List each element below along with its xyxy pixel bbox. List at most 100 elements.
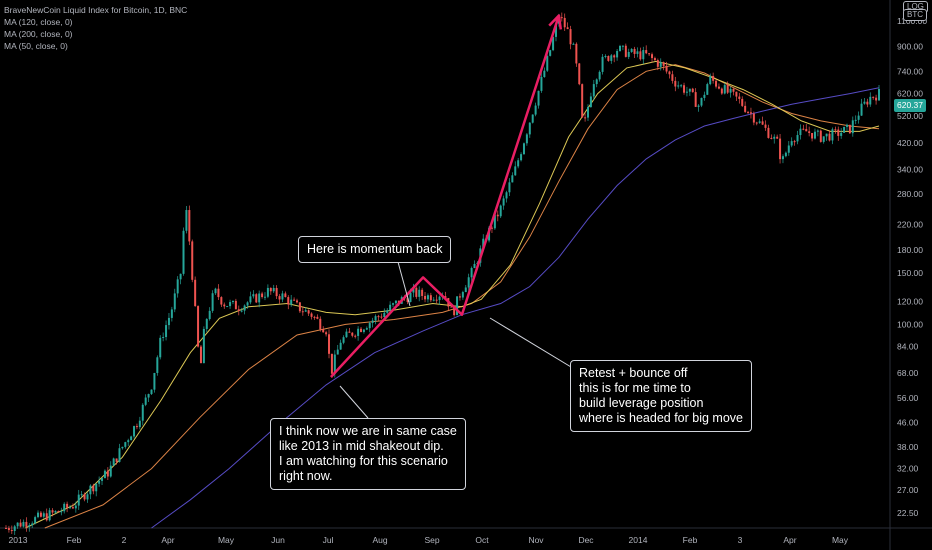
x-tick-label: Sep	[424, 535, 439, 545]
candle-body	[118, 448, 121, 462]
candle-body	[135, 426, 138, 428]
candle-body	[345, 331, 348, 338]
candle-body	[231, 300, 234, 303]
candle-body	[619, 45, 622, 51]
candle-body	[325, 332, 328, 335]
candle-body	[176, 279, 179, 294]
candle-body	[220, 297, 223, 305]
candle-body	[162, 337, 165, 339]
candle-body	[48, 510, 51, 521]
candle-body	[301, 311, 304, 313]
candle-body	[860, 103, 863, 116]
candle-body	[255, 294, 258, 303]
candle-body	[651, 54, 654, 59]
candle-body	[19, 522, 22, 527]
arrow-head	[548, 14, 563, 30]
candle-body	[793, 141, 796, 143]
candle-body	[456, 296, 459, 316]
note-retest[interactable]: Retest + bounce off this is for me time …	[570, 360, 752, 432]
currency-badge[interactable]: BTC	[903, 9, 927, 21]
y-tick-label: 180.00	[897, 245, 923, 255]
candle-body	[749, 112, 752, 114]
candle-body	[505, 192, 508, 199]
candle-body	[13, 526, 16, 532]
candle-body	[42, 513, 45, 517]
y-tick-label: 220.00	[897, 220, 923, 230]
note-momentum[interactable]: Here is momentum back	[298, 236, 452, 263]
candle-body	[697, 105, 700, 107]
candle-body	[293, 299, 296, 301]
candle-body	[386, 310, 389, 313]
candle-body	[639, 51, 642, 60]
candle-body	[167, 317, 170, 326]
candle-body	[310, 313, 313, 317]
current-price-label: 620.37	[894, 99, 926, 112]
candle-body	[569, 29, 572, 45]
candle-body	[426, 295, 429, 300]
candle-body	[121, 446, 124, 449]
candle-body	[141, 404, 144, 421]
x-tick-label: Jul	[323, 535, 334, 545]
candle-body	[691, 88, 694, 93]
x-tick-label: Nov	[528, 535, 544, 545]
candle-body	[534, 105, 537, 115]
candle-body	[138, 420, 141, 428]
candle-body	[5, 528, 7, 529]
candle-body	[438, 296, 441, 301]
candle-body	[57, 510, 60, 513]
candle-body	[461, 292, 464, 298]
candle-body	[229, 302, 232, 307]
legend-ma200[interactable]: MA (200, close, 0)	[4, 29, 73, 39]
candle-body	[63, 503, 66, 512]
candle-body	[214, 288, 217, 294]
candle-body	[211, 293, 214, 311]
candle-body	[508, 182, 511, 193]
x-tick-label: Apr	[783, 535, 796, 545]
candle-body	[633, 48, 636, 54]
x-tick-label: 3	[738, 535, 743, 545]
candle-body	[360, 328, 363, 332]
candle-body	[34, 517, 37, 524]
x-tick-label: May	[832, 535, 849, 545]
y-axis[interactable]: 1100.00 900.00 740.00 620.00 520.00 420.00 340…	[897, 16, 927, 518]
ma-line-1	[44, 64, 880, 529]
candle-body	[671, 74, 674, 81]
legend-ma120[interactable]: MA (120, close, 0)	[4, 17, 73, 27]
y-tick-label: 120.00	[897, 296, 923, 306]
candle-body	[28, 525, 31, 527]
candle-body	[368, 322, 371, 329]
candle-body	[816, 130, 819, 132]
legend-ma50[interactable]: MA (50, close, 0)	[4, 41, 68, 51]
candle-body	[31, 523, 34, 526]
candle-body	[101, 478, 104, 481]
chart-title[interactable]: BraveNewCoin Liquid Index for Bitcoin, 1…	[4, 5, 188, 15]
candle-body	[648, 53, 651, 55]
x-tick-label: Jun	[271, 535, 285, 545]
candle-body	[511, 175, 514, 183]
candle-body	[92, 485, 95, 492]
candle-body	[304, 310, 307, 312]
pointer-line	[489, 317, 577, 371]
note-shakeout[interactable]: I think now we are in same case like 201…	[270, 418, 466, 490]
candle-body	[208, 310, 211, 320]
y-tick-label: 340.00	[897, 165, 923, 175]
candle-body	[706, 84, 709, 95]
candle-body	[490, 227, 493, 229]
candle-body	[170, 309, 173, 318]
candle-body	[601, 56, 604, 72]
candle-body	[389, 304, 392, 311]
candle-body	[656, 60, 659, 67]
pointer-line	[339, 385, 369, 419]
candle-body	[770, 137, 773, 139]
candle-body	[729, 88, 732, 93]
candle-body	[843, 126, 846, 133]
candle-body	[202, 328, 205, 364]
candle-body	[589, 96, 592, 108]
candle-body	[595, 79, 598, 85]
candle-body	[275, 287, 278, 297]
x-axis[interactable]: 2013 Feb 2 Apr May Jun Jul Aug Sep Oct Nov Dec 2014 F…	[9, 535, 849, 545]
candle-body	[680, 85, 683, 87]
candle-body	[499, 205, 502, 217]
